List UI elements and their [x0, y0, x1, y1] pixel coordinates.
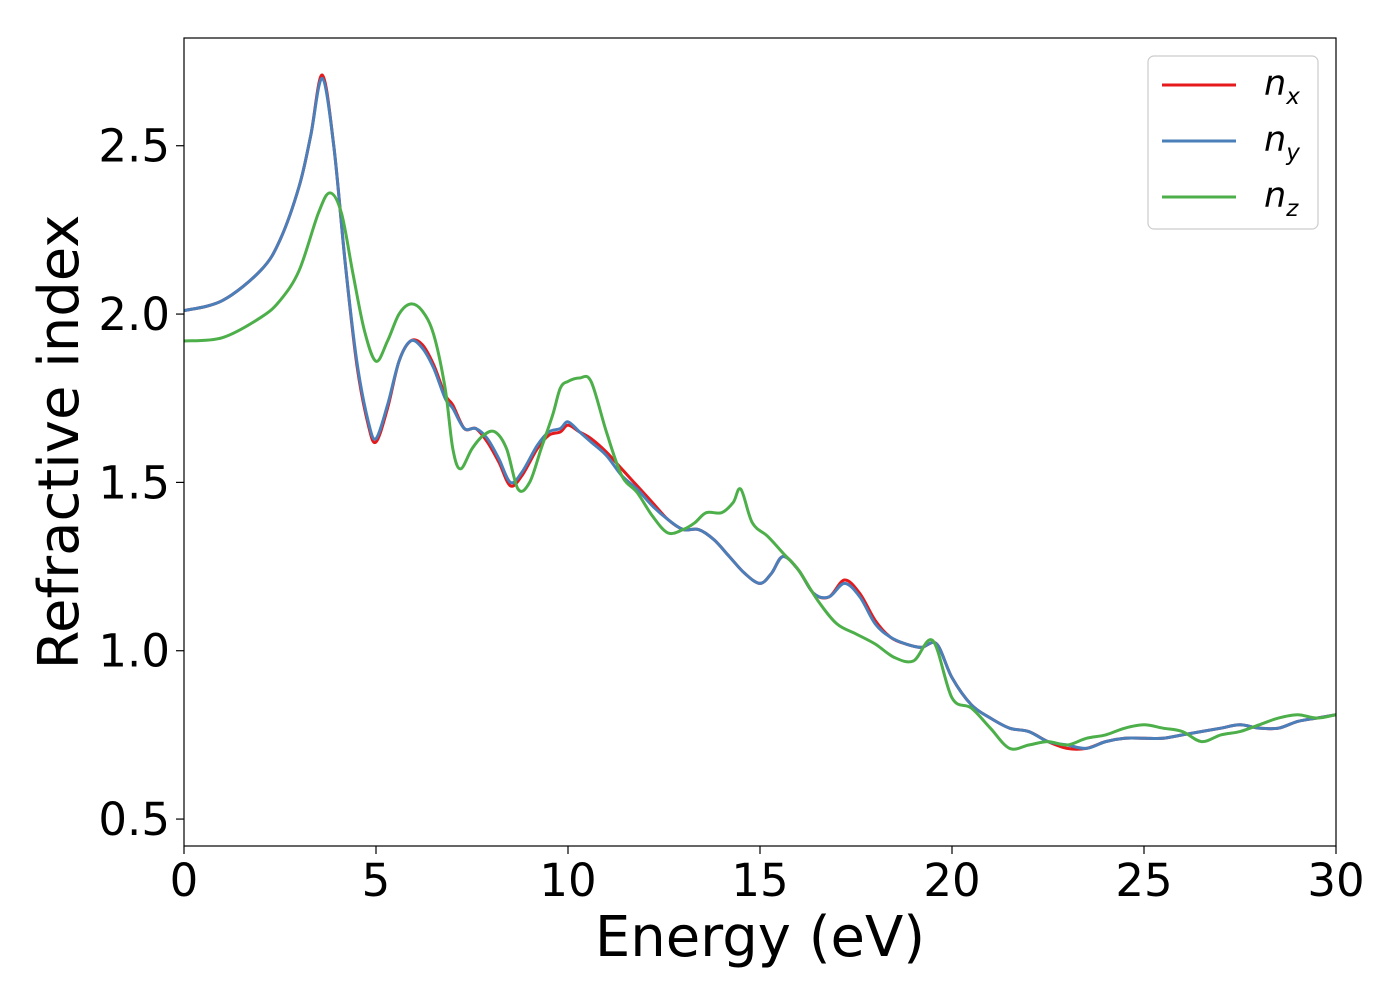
legend-items: nx ny nz — [1162, 64, 1300, 222]
series-line-y — [184, 76, 1336, 750]
y-tick-label: 1.5 — [98, 456, 170, 509]
y-tick-label: 2.5 — [98, 120, 170, 173]
legend-label: nx — [1264, 64, 1300, 110]
x-axis-label: Energy (eV) — [595, 905, 925, 970]
legend-item-y: ny — [1162, 120, 1300, 166]
x-tick-label: 25 — [1115, 854, 1172, 907]
y-tick-label: 1.0 — [98, 625, 170, 678]
x-axis-ticks: 0 5 10 15 20 25 30 — [170, 846, 1365, 907]
legend-item-z: nz — [1162, 176, 1299, 222]
series-layer — [184, 73, 1336, 751]
series-line-z — [184, 191, 1336, 751]
legend-label: ny — [1264, 120, 1300, 166]
x-tick-label: 10 — [539, 854, 596, 907]
legend: nx ny nz — [1147, 55, 1319, 230]
y-axis-ticks: 0.5 1.0 1.5 2.0 2.5 — [98, 120, 184, 846]
y-tick-label: 2.0 — [98, 288, 170, 341]
x-tick-label: 0 — [170, 854, 199, 907]
x-tick-label: 20 — [923, 854, 980, 907]
legend-label: nz — [1264, 176, 1299, 222]
y-axis-label: Refractive index — [27, 215, 92, 670]
x-tick-label: 5 — [362, 854, 391, 907]
legend-item-x: nx — [1162, 64, 1300, 110]
y-tick-label: 0.5 — [98, 793, 170, 846]
x-tick-label: 15 — [731, 854, 788, 907]
x-tick-label: 30 — [1307, 854, 1364, 907]
